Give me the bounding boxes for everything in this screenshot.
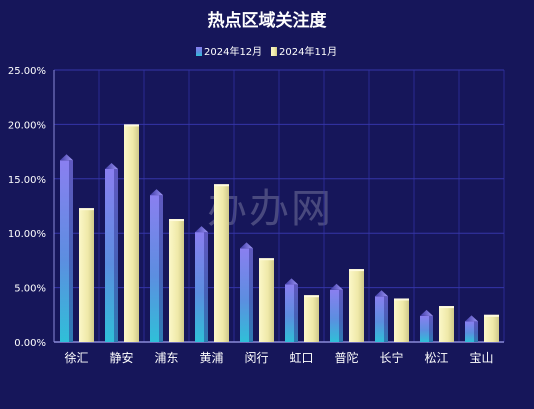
x-tick-label: 徐汇 (64, 350, 88, 365)
bar-2024-11-普陀 (349, 269, 364, 342)
legend-swatch-2024-11 (271, 47, 277, 56)
bar-2024-11-闵行 (259, 258, 274, 342)
bar-2024-11-浦东 (169, 219, 184, 342)
bars (60, 124, 499, 343)
x-tick-label: 静安 (109, 350, 133, 365)
chart-title: 热点区域关注度 (208, 10, 328, 31)
bar-2024-12-松江 (420, 309, 433, 342)
y-tick-label: 5.00% (14, 284, 46, 295)
bar-2024-12-普陀 (330, 283, 343, 342)
y-tick-label: 0.00% (14, 338, 46, 349)
legend: 2024年12月 2024年11月 (196, 45, 337, 58)
bar-2024-11-松江 (439, 306, 454, 342)
y-tick-label: 15.00% (8, 175, 46, 186)
y-tick-label: 20.00% (8, 120, 46, 131)
bar-2024-12-黄浦 (195, 226, 208, 342)
x-axis-ticks: 徐汇 静安 浦东 黄浦 闵行 虹口 普陀 长宁 松江 宝山 (64, 350, 493, 365)
x-tick-label: 黄浦 (199, 351, 223, 365)
bar-2024-12-宝山 (465, 315, 478, 342)
legend-swatch-2024-12 (196, 47, 202, 56)
x-tick-label: 松江 (424, 351, 448, 365)
x-tick-label: 闵行 (244, 350, 268, 365)
bar-2024-11-黄浦 (214, 184, 229, 342)
bar-2024-12-静安 (105, 163, 118, 342)
bar-2024-12-虹口 (285, 278, 298, 342)
bar-2024-12-徐汇 (60, 154, 73, 342)
legend-label-2024-11: 2024年11月 (279, 45, 337, 58)
x-tick-label: 普陀 (334, 350, 358, 365)
bar-2024-11-长宁 (394, 298, 409, 342)
y-axis-ticks: 0.00% 5.00% 10.00% 15.00% 20.00% 25.00% (8, 66, 46, 349)
x-tick-label: 宝山 (469, 351, 493, 365)
x-tick-label: 浦东 (154, 351, 178, 365)
bar-2024-12-浦东 (150, 189, 163, 342)
legend-label-2024-12: 2024年12月 (204, 45, 262, 58)
x-tick-label: 虹口 (289, 351, 313, 365)
bar-2024-11-虹口 (304, 295, 319, 342)
x-tick-label: 长宁 (379, 350, 403, 365)
bar-2024-12-闵行 (240, 242, 253, 342)
y-tick-label: 10.00% (8, 229, 46, 240)
grid-lines (53, 69, 505, 343)
bar-2024-11-静安 (124, 124, 139, 343)
bar-2024-12-长宁 (375, 290, 388, 342)
y-tick-label: 25.00% (8, 66, 46, 77)
bar-2024-11-徐汇 (79, 208, 94, 342)
bar-2024-11-宝山 (484, 314, 499, 342)
